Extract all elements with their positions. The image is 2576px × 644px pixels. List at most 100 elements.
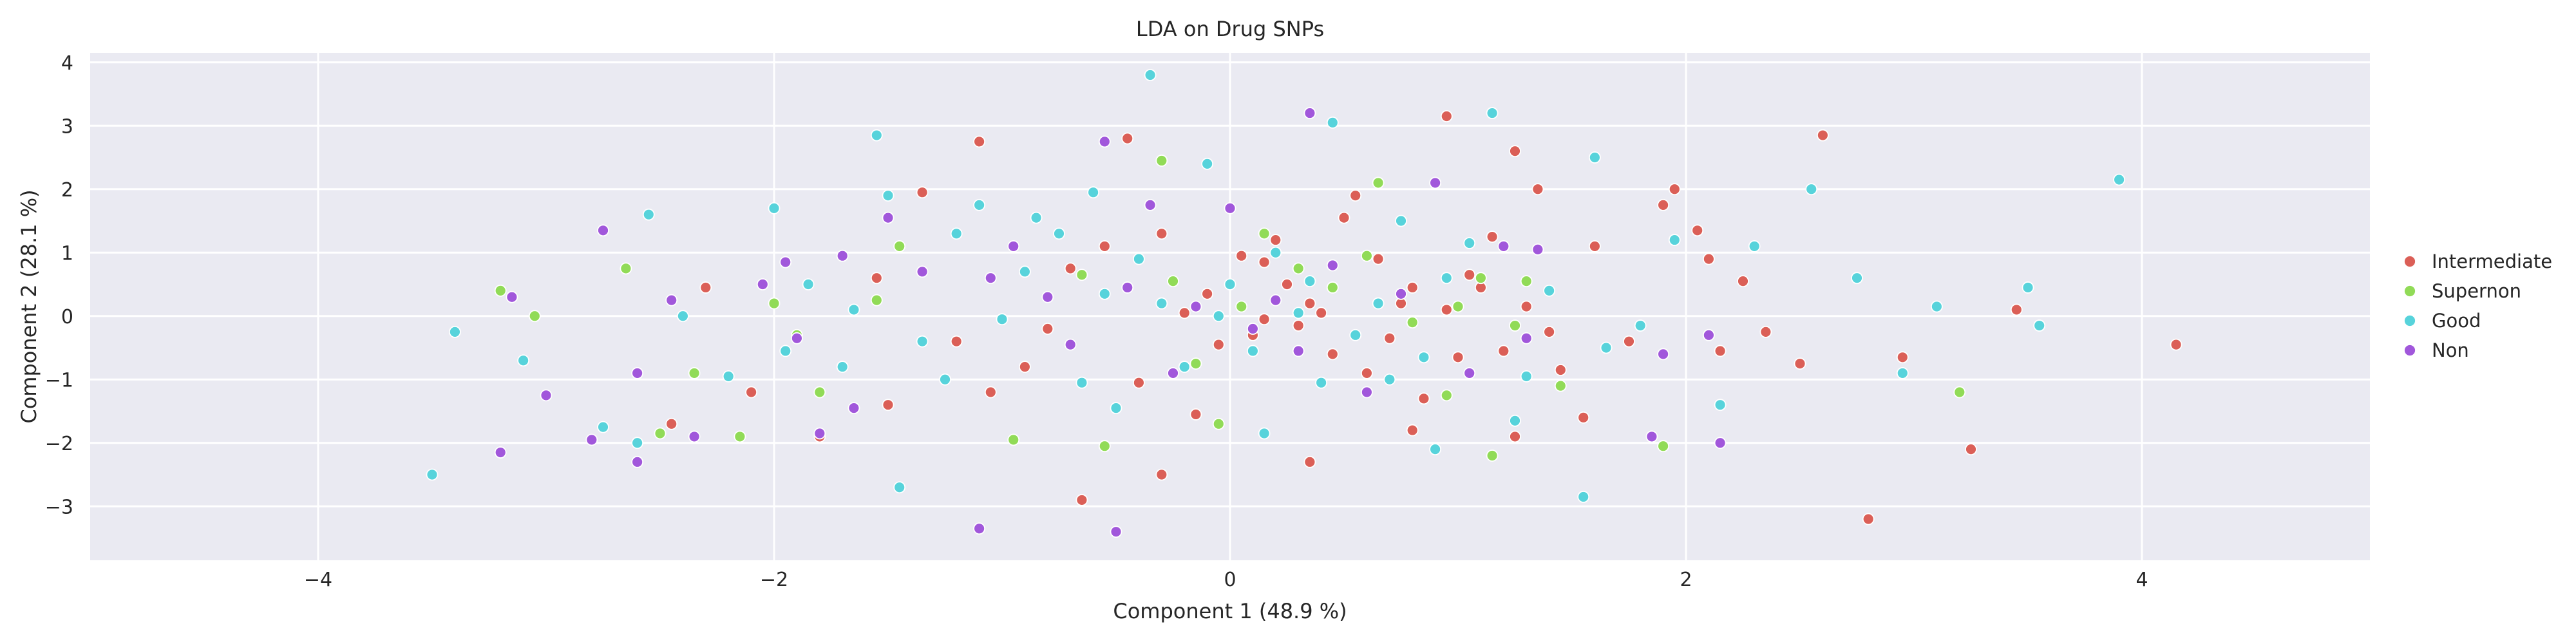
data-point — [597, 224, 609, 237]
y-tick-label: 4 — [61, 52, 73, 75]
data-point — [1075, 494, 1088, 506]
data-point — [1110, 526, 1122, 538]
data-point — [1896, 367, 1909, 379]
series-good — [426, 69, 2126, 503]
data-point — [1497, 240, 1510, 252]
data-point — [1714, 345, 1727, 357]
data-point — [950, 335, 963, 348]
data-point — [1315, 307, 1328, 319]
data-point — [1121, 281, 1134, 294]
data-point — [1201, 287, 1213, 300]
data-point — [1338, 211, 1350, 224]
data-point — [2010, 303, 2023, 316]
data-point — [848, 303, 860, 316]
data-point — [1133, 252, 1145, 265]
data-point — [1520, 332, 1533, 345]
data-point — [1543, 326, 1556, 338]
data-point — [950, 227, 963, 240]
data-point — [1178, 307, 1191, 319]
data-point — [1007, 240, 1020, 252]
data-point — [1486, 450, 1499, 462]
data-point — [1737, 275, 1749, 288]
data-point — [1452, 300, 1464, 313]
data-point — [699, 281, 712, 294]
data-point — [642, 208, 655, 221]
data-point — [1634, 319, 1647, 332]
data-point — [1953, 386, 1966, 399]
data-point — [1019, 361, 1031, 373]
data-point — [1372, 176, 1385, 189]
data-point — [1497, 345, 1510, 357]
data-point — [1258, 427, 1271, 440]
x-axis-label: Component 1 (48.9 %) — [1113, 599, 1347, 623]
data-point — [813, 386, 826, 399]
y-tick-label: 1 — [61, 242, 73, 265]
data-point — [916, 335, 929, 348]
data-point — [768, 202, 781, 214]
data-point — [1155, 155, 1168, 167]
data-point — [1600, 341, 1613, 354]
data-point — [677, 310, 689, 323]
data-point — [1201, 157, 1213, 170]
data-point — [2033, 319, 2046, 332]
data-point — [1326, 116, 1339, 129]
y-tick-label: −1 — [45, 369, 73, 392]
data-point — [1098, 240, 1111, 252]
data-point — [1383, 373, 1396, 386]
legend-marker — [2403, 344, 2416, 357]
data-point — [1064, 262, 1077, 275]
data-point — [1258, 313, 1271, 326]
legend-marker — [2403, 255, 2416, 268]
data-point — [620, 262, 632, 275]
data-point — [597, 421, 609, 433]
data-point — [1520, 370, 1533, 383]
data-point — [893, 481, 906, 494]
data-point — [1657, 198, 1670, 211]
data-point — [1144, 198, 1157, 211]
data-point — [1486, 107, 1499, 119]
data-point — [1303, 275, 1316, 288]
legend-label: Intermediate — [2432, 251, 2552, 272]
data-point — [1748, 240, 1761, 252]
data-point — [870, 272, 883, 285]
data-point — [1417, 392, 1430, 405]
data-point — [1851, 272, 1863, 285]
data-point — [1657, 348, 1670, 361]
y-tick-labels: −3 −2 −1 0 1 2 3 4 — [45, 52, 73, 519]
data-point — [973, 522, 985, 535]
data-point — [1326, 348, 1339, 361]
legend-label: Good — [2432, 310, 2481, 332]
data-point — [984, 386, 997, 399]
data-point — [1155, 227, 1168, 240]
data-point — [654, 427, 667, 440]
data-point — [1486, 231, 1499, 243]
data-point — [1292, 307, 1305, 319]
data-point — [1269, 294, 1282, 307]
series-intermediate — [665, 110, 2183, 526]
data-point — [1167, 275, 1179, 288]
data-point — [1509, 430, 1521, 443]
data-point — [1053, 227, 1065, 240]
legend: Intermediate Supernon Good Non — [2403, 251, 2552, 361]
data-point — [1896, 351, 1909, 364]
data-point — [1269, 234, 1282, 246]
data-point — [665, 294, 678, 307]
data-point — [756, 278, 769, 290]
data-point — [1417, 351, 1430, 364]
data-point — [870, 129, 883, 142]
data-point — [1509, 145, 1521, 158]
x-tick-label: 0 — [1224, 569, 1236, 591]
data-point — [848, 402, 860, 414]
chart-title: LDA on Drug SNPs — [1136, 17, 1324, 41]
data-point — [1965, 443, 1977, 456]
data-point — [1554, 379, 1567, 392]
data-point — [1155, 468, 1168, 481]
data-point — [1098, 287, 1111, 300]
data-point — [1258, 256, 1271, 269]
data-point — [1702, 328, 1715, 341]
y-tick-label: 0 — [61, 306, 73, 328]
data-point — [1189, 357, 1202, 370]
data-point — [449, 326, 461, 338]
data-point — [1406, 281, 1419, 294]
data-point — [984, 272, 997, 285]
